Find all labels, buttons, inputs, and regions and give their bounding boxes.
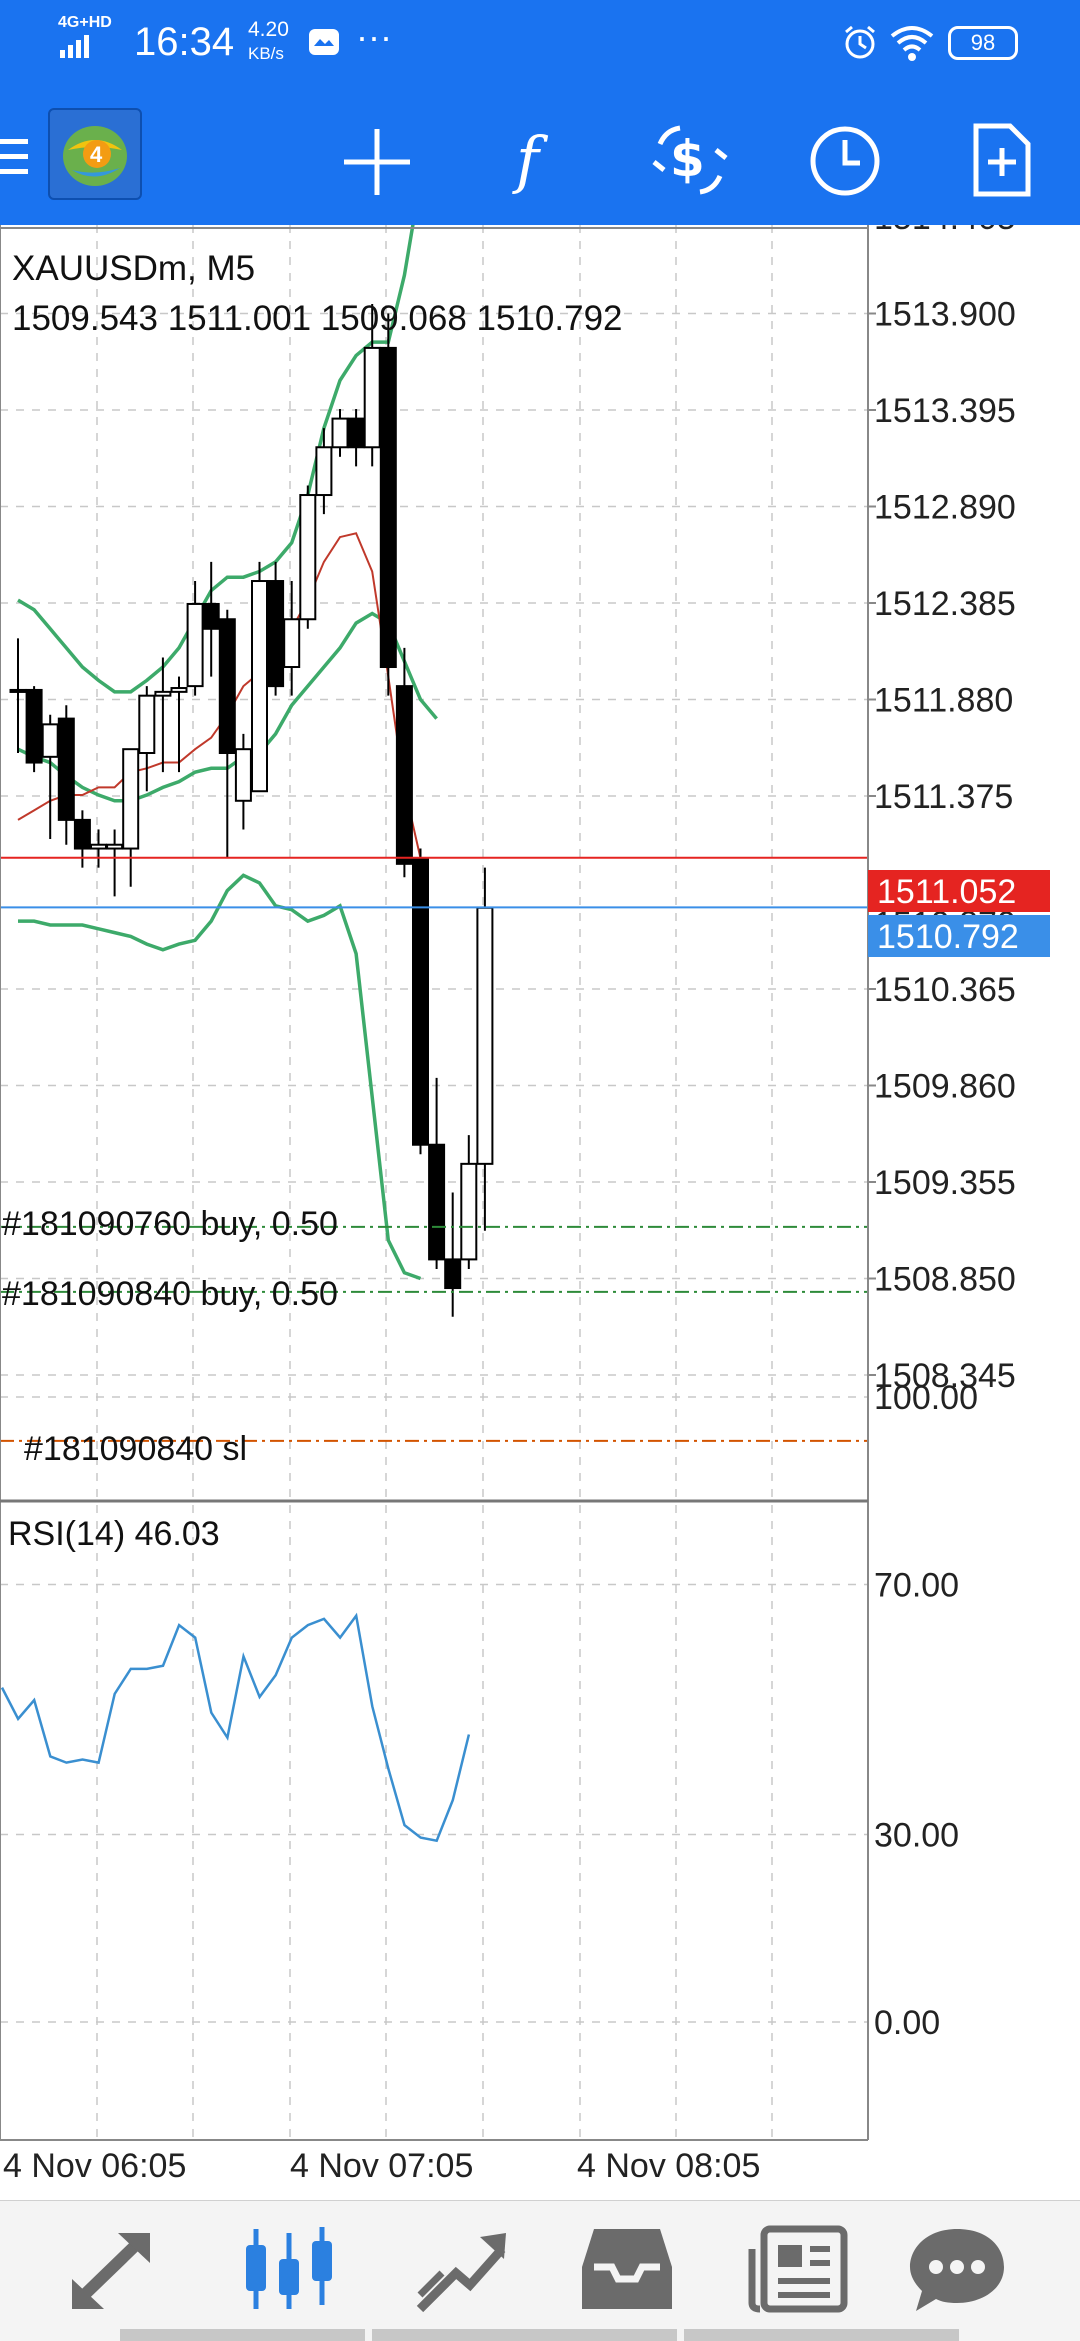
network-indicator: 4G+HD xyxy=(58,14,112,31)
candle-bearish xyxy=(202,602,220,630)
gallery-notification-icon xyxy=(309,29,339,55)
rsi-tick-label: 100.00 xyxy=(874,1379,978,1417)
bottom-navigation xyxy=(0,2200,1080,2341)
rsi-indicator-label: RSI(14) 46.03 xyxy=(8,1515,220,1553)
candle-bullish xyxy=(331,417,349,449)
rsi-tick-label: 0.00 xyxy=(874,2004,940,2042)
candle-bullish xyxy=(299,494,317,621)
trade-chart-icon[interactable] xyxy=(406,2219,516,2319)
news-icon[interactable] xyxy=(744,2219,854,2319)
crosshair-icon[interactable] xyxy=(342,127,412,197)
candle-bearish xyxy=(347,417,365,449)
chat-icon[interactable] xyxy=(902,2219,1012,2319)
rsi-line xyxy=(0,1612,471,1843)
candle-bearish xyxy=(428,1143,446,1261)
candle-bullish xyxy=(315,446,333,497)
candle-bearish xyxy=(218,618,236,755)
candle-bullish xyxy=(90,843,107,850)
candle-bullish xyxy=(122,748,140,850)
candle-bearish xyxy=(395,685,413,865)
candle-bullish xyxy=(234,748,252,802)
candle-bullish xyxy=(138,694,156,755)
candle-bearish xyxy=(267,580,285,688)
symbol-timeframe-label: XAUUSDm, M5 xyxy=(12,249,255,288)
svg-text:4: 4 xyxy=(90,142,103,167)
candle-bullish xyxy=(476,906,494,1165)
candle-bearish xyxy=(412,857,429,1146)
candle-bullish xyxy=(9,688,27,693)
candle-bullish xyxy=(154,690,172,697)
price-chart[interactable]: 1514.405 1513.900 1513.395 1512.890 1512.385… xyxy=(0,225,1080,2200)
system-nav-bar xyxy=(120,2329,365,2341)
bollinger-upper-line xyxy=(17,225,415,694)
price-tick-label: 1511.880 xyxy=(874,682,1013,720)
bid-price-tag xyxy=(868,915,1050,957)
system-nav-bar-middle xyxy=(372,2329,677,2341)
rsi-tick-label: 70.00 xyxy=(874,1567,959,1605)
trade-icon[interactable]: $ xyxy=(650,122,730,198)
more-notifications: ··· xyxy=(356,16,392,57)
history-inbox-icon[interactable] xyxy=(572,2219,682,2319)
status-bar: 4G+HD 16:34 4.20 KB/s ··· 98 xyxy=(0,0,1080,90)
wifi-icon xyxy=(890,26,934,61)
candle-bullish xyxy=(363,346,381,449)
time-tick-label: 4 Nov 07:05 xyxy=(290,2147,473,2185)
ask-price-value: 1511.052 xyxy=(877,873,1016,911)
net-speed-unit: KB/s xyxy=(248,44,284,63)
price-tick-label: 1510.365 xyxy=(874,971,1016,1009)
battery-level: 98 xyxy=(970,30,996,55)
svg-text:f: f xyxy=(512,125,549,195)
system-nav-bar-right xyxy=(684,2329,959,2341)
metatrader-logo-icon[interactable]: 4 xyxy=(48,108,142,200)
order-buy-label-2: #181090840 buy, 0.50 xyxy=(2,1275,338,1313)
price-tick-label: 1513.395 xyxy=(874,392,1016,430)
clock-time: 16:34 xyxy=(134,20,235,64)
price-tick-label: 1508.850 xyxy=(874,1261,1016,1299)
candle-bullish xyxy=(460,1162,478,1261)
candle-bearish xyxy=(57,717,75,821)
net-speed-value: 4.20 xyxy=(248,18,289,41)
chart-area[interactable]: 1514.405 1513.900 1513.395 1512.890 1512.385… xyxy=(0,225,1080,2200)
candle-bullish xyxy=(106,843,124,850)
alarm-icon xyxy=(845,25,875,59)
menu-icon[interactable] xyxy=(0,135,32,179)
price-tick-label: 1509.860 xyxy=(874,1068,1016,1106)
candle-bearish xyxy=(379,346,397,669)
bollinger-lower-line xyxy=(18,873,422,1281)
battery-indicator: 98 xyxy=(948,26,1018,60)
svg-text:$: $ xyxy=(670,130,705,188)
candle-bullish xyxy=(283,618,301,669)
ask-price-tag xyxy=(868,870,1050,912)
price-tick-label: 1508.345 xyxy=(874,1357,1016,1395)
time-tick-label: 4 Nov 06:05 xyxy=(3,2147,186,2185)
candle-bullish xyxy=(186,602,204,688)
candle-bullish xyxy=(41,723,59,758)
new-document-icon[interactable] xyxy=(972,122,1032,198)
candle-bullish xyxy=(251,580,268,793)
price-tick-label: 1512.385 xyxy=(874,585,1016,623)
order-buy-label-1: #181090760 buy, 0.50 xyxy=(2,1205,338,1243)
timeframe-clock-icon[interactable] xyxy=(808,124,882,198)
signal-icon xyxy=(60,35,89,58)
price-tick-label: 1512.890 xyxy=(874,489,1016,527)
rsi-tick-label: 30.00 xyxy=(874,1817,959,1855)
time-tick-label: 4 Nov 08:05 xyxy=(577,2147,760,2185)
bid-price-value: 1510.792 xyxy=(877,918,1019,956)
indicators-icon[interactable]: f xyxy=(508,125,568,195)
top-toolbar: 4 f $ xyxy=(0,90,1080,225)
price-tick-label: 1514.405 xyxy=(874,225,1016,237)
ohlc-values: 1509.543 1511.001 1509.068 1510.792 xyxy=(12,299,623,338)
candle-bearish xyxy=(73,818,91,850)
stop-loss-label: #181090840 sl xyxy=(24,1430,247,1468)
chart-candles-icon[interactable] xyxy=(234,2219,344,2319)
candle-bearish xyxy=(444,1258,462,1290)
candle-bullish xyxy=(170,687,188,693)
price-tick-label: 1511.375 xyxy=(874,778,1013,816)
price-tick-label: 1513.900 xyxy=(874,296,1016,334)
quotes-arrows-icon[interactable] xyxy=(58,2219,168,2319)
price-tick-label: 1509.355 xyxy=(874,1164,1016,1202)
candle-bearish xyxy=(25,688,43,764)
